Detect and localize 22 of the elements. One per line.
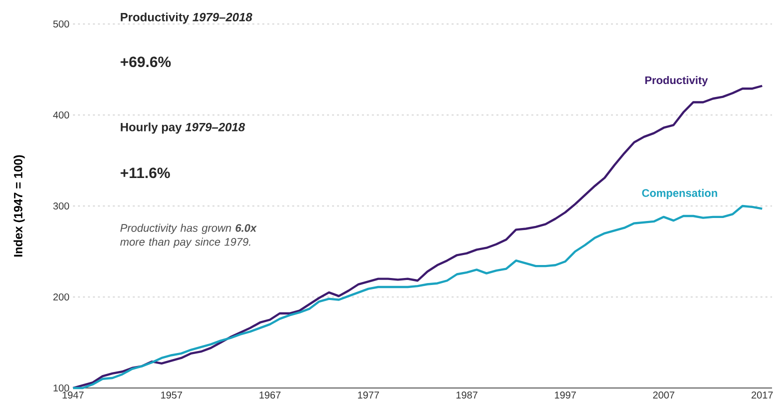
annotation: +69.6%	[120, 56, 171, 68]
x-tick-label: 1987	[456, 392, 478, 399]
series-label: Productivity	[645, 76, 708, 86]
x-tick-label: 1947	[62, 392, 84, 399]
series-label: Compensation	[642, 188, 718, 200]
line-series	[72, 84, 764, 390]
y-tick-label: 300	[53, 202, 70, 210]
y-tick-label: 500	[53, 20, 70, 28]
x-tick-label: 2017	[752, 392, 773, 399]
annotation: +11.6%	[120, 168, 170, 178]
x-tick-label: 1957	[161, 392, 182, 399]
y-axis-title: Index (1947 = 100)	[14, 155, 25, 257]
annotation: Productivity has grown 6.0x more than pay since 1979.	[120, 224, 257, 248]
y-tick-label: 400	[53, 111, 70, 119]
x-tick-label: 1997	[554, 392, 576, 399]
text: Productivity 1979–2018	[120, 12, 252, 24]
y-tick-label: 100	[54, 384, 70, 392]
x-tick-label: 2007	[653, 392, 674, 399]
x-tick-label: 1967	[260, 392, 280, 399]
annotation: Hourly pay 1979–2018	[120, 122, 245, 134]
x-tick-label: 1977	[358, 392, 379, 399]
y-tick-label: 200	[53, 293, 70, 301]
